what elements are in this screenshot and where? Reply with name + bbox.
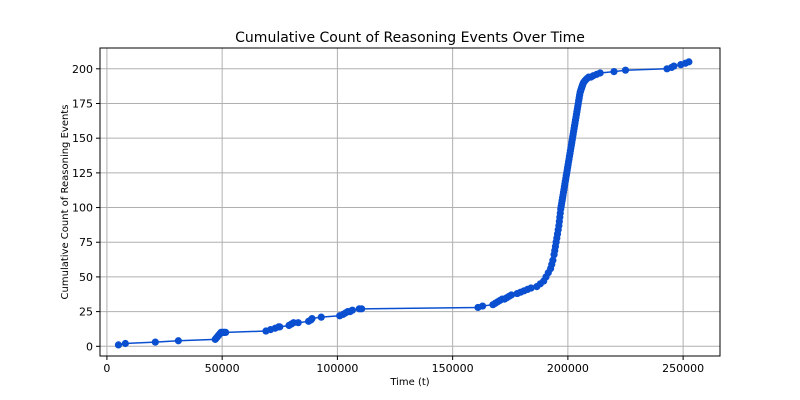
y-tick-label: 0 xyxy=(86,340,93,353)
data-point xyxy=(121,339,129,348)
data-point xyxy=(151,338,159,346)
grid xyxy=(100,48,720,356)
data-point xyxy=(294,319,302,327)
data-point xyxy=(348,306,356,314)
axis-ticks: 0 50000 100000 150000 200000 250000 0 25 50 75 100… xyxy=(72,63,704,375)
y-tick-label: 175 xyxy=(72,97,93,110)
x-tick-label: 50000 xyxy=(205,362,240,375)
y-tick-label: 75 xyxy=(79,236,93,249)
data-point xyxy=(308,314,316,323)
y-tick-label: 100 xyxy=(72,202,93,215)
x-axis-label: Time (t) xyxy=(389,377,429,388)
x-tick-label: 100000 xyxy=(316,362,358,375)
y-tick-label: 200 xyxy=(72,63,93,76)
data-point xyxy=(276,323,284,331)
x-tick-label: 150000 xyxy=(432,362,474,375)
y-tick-label: 25 xyxy=(79,306,93,319)
data-point xyxy=(479,302,487,310)
y-tick-label: 50 xyxy=(79,271,93,284)
x-tick-label: 250000 xyxy=(662,362,704,375)
data-point xyxy=(507,291,516,299)
data-point xyxy=(670,62,678,70)
y-tick-label: 150 xyxy=(72,132,93,145)
data-point xyxy=(685,58,693,66)
data-point xyxy=(222,328,230,337)
series-line xyxy=(118,61,690,346)
chart-title: Cumulative Count of Reasoning Events Ove… xyxy=(235,30,585,46)
x-tick-label: 200000 xyxy=(547,362,589,375)
y-tick-label: 125 xyxy=(72,167,93,180)
data-point xyxy=(114,341,123,349)
y-axis-label: Cumulative Count of Reasoning Events xyxy=(60,105,71,300)
data-point xyxy=(317,313,325,321)
x-tick-label: 0 xyxy=(103,362,110,375)
plot-area xyxy=(99,47,721,357)
data-point xyxy=(610,67,618,76)
data-point xyxy=(527,284,535,292)
data-point xyxy=(549,256,557,264)
data-point xyxy=(358,305,366,313)
data-point xyxy=(174,337,182,345)
data-point xyxy=(596,69,604,77)
data-point xyxy=(621,66,630,74)
data-series xyxy=(114,58,693,349)
